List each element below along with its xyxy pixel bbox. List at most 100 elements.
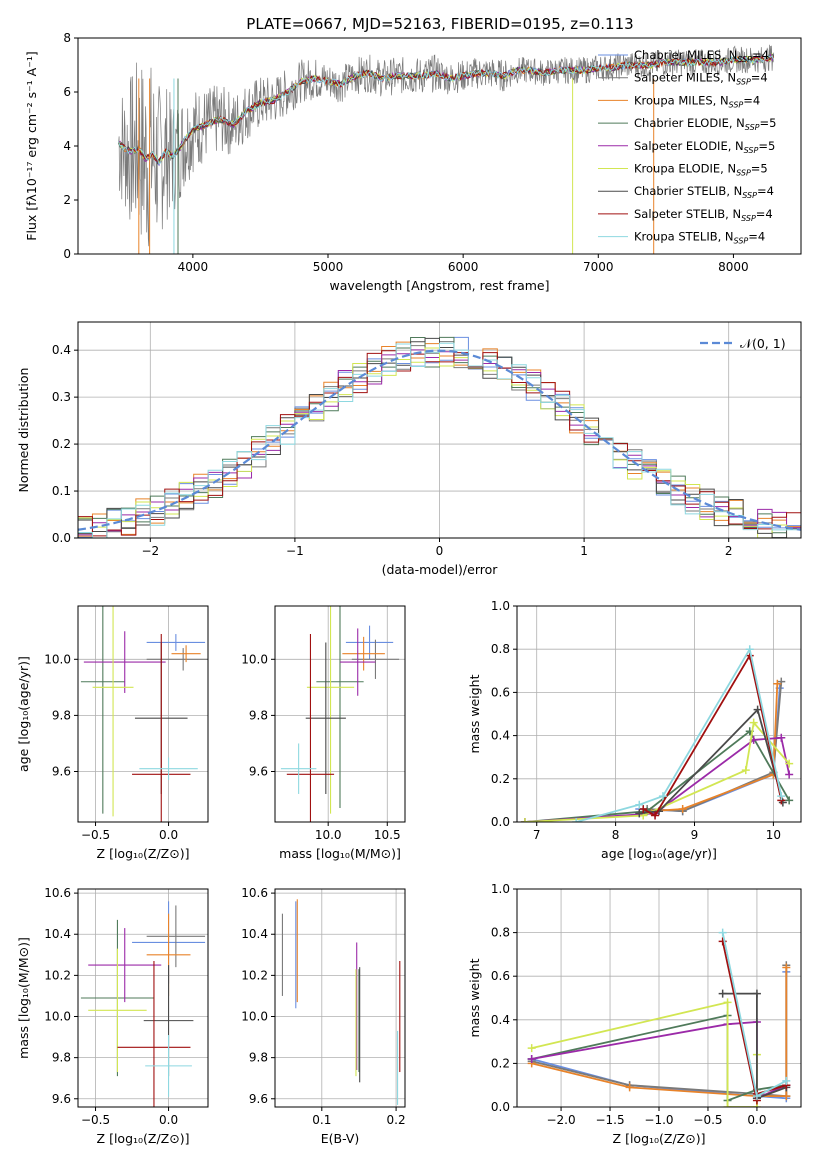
x-tick-label: 0.0	[159, 1113, 178, 1127]
axes-frame	[77, 888, 209, 1108]
errorbar-kroupa-elodie	[88, 948, 147, 1073]
x-tick-label: 0.0	[159, 828, 178, 842]
series-point	[745, 645, 754, 654]
series-point	[785, 796, 794, 805]
y-tick-label: 0.0	[491, 1100, 510, 1114]
series-point	[753, 705, 762, 714]
series-point	[741, 766, 750, 775]
panel-mass-weight-vs-Z: −2.0 −1.5 −1.0 −0.5 0.0 0.0 0.2 0.4 0.6 0.8 1.0 Z […	[467, 882, 802, 1146]
legend-entry-chabrier-miles: Chabrier MILES, NSSP=4	[634, 48, 769, 64]
errorbar-salpeter-elodie	[340, 628, 376, 696]
y-axis-label: Normed distribution	[16, 368, 31, 493]
figure-title: PLATE=0667, MJD=52163, FIBERID=0195, z=0…	[246, 15, 633, 33]
series-point	[572, 818, 581, 822]
y-tick-label: 10.0	[241, 1010, 268, 1024]
series-point	[777, 733, 786, 742]
y-tick-label: 2	[63, 193, 71, 207]
x-tick-label: −1.5	[595, 1113, 624, 1127]
x-axis-label: wavelength [Angstrom, rest frame]	[329, 278, 549, 293]
y-tick-label: 10.6	[241, 886, 268, 900]
x-tick-label: −0.5	[81, 828, 110, 842]
x-tick-label: −2	[141, 544, 159, 558]
legend-entry-salpeter-stelib: Salpeter STELIB, NSSP=4	[634, 207, 773, 223]
x-tick-label: 10.5	[374, 828, 401, 842]
errorbar-kroupa-stelib	[139, 757, 198, 780]
x-axis-label: Z [log₁₀(Z/Z⊙)]	[97, 1131, 190, 1146]
errorbar-salpeter-stelib	[286, 634, 335, 822]
y-tick-label: 4	[63, 139, 71, 153]
x-axis-label: E(B-V)	[321, 1131, 360, 1146]
errorbar-salpeter-stelib	[132, 634, 191, 822]
x-tick-label: −1	[286, 544, 304, 558]
series-point	[635, 809, 644, 818]
series-point	[773, 679, 782, 688]
errorbar-salpeter-elodie	[88, 928, 162, 1003]
errorbar-kroupa-stelib	[280, 743, 317, 794]
series-point	[782, 1092, 791, 1101]
errorbar-chabrier-stelib	[305, 642, 346, 794]
x-tick-label: −0.5	[81, 1113, 110, 1127]
axes-frame	[77, 605, 209, 823]
x-tick-label: 6000	[448, 260, 479, 274]
panel-age-vs-mass: 10.0 10.5 9.6 9.8 10.0 mass [log₁₀(M/M⊙)]	[241, 605, 406, 861]
panel-mass-vs-ebv: 0.1 0.2 9.6 9.8 10.0 10.2 10.4 10.6 E(B-V)	[241, 886, 405, 1146]
y-tick-label: 0.3	[52, 390, 71, 404]
errorbar-salpeter-miles	[351, 639, 400, 679]
y-tick-label: 0.4	[52, 343, 71, 357]
series-point	[651, 811, 660, 820]
y-tick-label: 0.2	[491, 772, 510, 786]
axes-frame	[516, 888, 802, 1108]
y-axis-label: mass [log₁₀(M/M⊙)]	[16, 937, 31, 1059]
y-tick-label: 0.2	[52, 437, 71, 451]
x-axis-label: mass [log₁₀(M/M⊙)]	[279, 846, 401, 861]
y-tick-label: 0.8	[491, 926, 510, 940]
legend-entry-salpeter-elodie: Salpeter ELODIE, NSSP=5	[634, 139, 775, 155]
y-tick-label: 9.8	[52, 708, 71, 722]
y-axis-label: age [log₁₀(age/yr)]	[16, 656, 31, 772]
y-tick-label: 0.6	[491, 685, 510, 699]
series-point	[749, 718, 758, 727]
legend-entry-kroupa-elodie: Kroupa ELODIE, NSSP=5	[634, 162, 768, 178]
y-tick-label: 0.2	[491, 1056, 510, 1070]
x-tick-label: 9	[691, 828, 699, 842]
x-tick-label: 10	[766, 828, 781, 842]
errorbar-kroupa-stelib	[145, 1035, 192, 1097]
series-point	[718, 928, 727, 937]
errorbar-chabrier-miles	[146, 634, 206, 651]
series-line	[721, 932, 787, 1098]
y-tick-label: 10.4	[241, 927, 268, 941]
errorbar-salpeter-elodie	[83, 631, 166, 693]
x-tick-label: 8	[612, 828, 620, 842]
panel-age-vs-Z: −0.5 0.0 9.6 9.8 10.0 Z [log₁₀(Z/Z⊙)] age [log…	[16, 605, 209, 861]
x-tick-label: 8000	[718, 260, 749, 274]
series-kroupa-elodie	[520, 718, 794, 822]
y-axis-label: mass weight	[467, 958, 482, 1037]
legend-entry-normal: 𝒩(0, 1)	[740, 336, 786, 351]
model-spectrum-kroupa-stelib	[118, 54, 775, 165]
y-tick-label: 10.2	[241, 968, 268, 982]
axes-frame	[77, 37, 802, 255]
y-tick-label: 10.6	[44, 886, 71, 900]
histogram-kroupa-stelib	[78, 342, 801, 538]
panel-residuals: −2 −1 0 1 2 0.0 0.1 0.2 0.3 0.4 (data-model)/error…	[16, 321, 802, 577]
y-tick-label: 9.6	[249, 1092, 268, 1106]
y-tick-label: 0.1	[52, 484, 71, 498]
x-tick-label: 2	[725, 544, 733, 558]
y-tick-label: 1.0	[491, 599, 510, 613]
series-point	[520, 818, 529, 822]
series-point	[639, 805, 648, 814]
series-point	[527, 1055, 536, 1064]
panel-mass-vs-Z: −0.5 0.0 9.6 9.8 10.0 10.2 10.4 10.6 Z [log₁₀(Z/…	[16, 886, 209, 1146]
y-tick-label: 0.4	[491, 729, 510, 743]
y-tick-label: 10.0	[44, 1010, 71, 1024]
series-salpeter-stelib	[639, 651, 786, 820]
series-line	[651, 683, 779, 813]
panel-spectrum: 4000 5000 6000 7000 8000 0 2 4 6 8 wavelength [Ang…	[24, 31, 802, 293]
series-line	[722, 992, 787, 1100]
x-tick-label: 0.1	[312, 1113, 331, 1127]
x-tick-label: −1.0	[644, 1113, 673, 1127]
errorbar-salpeter-miles	[146, 648, 208, 671]
histogram-kroupa-elodie	[78, 347, 801, 538]
y-tick-label: 1.0	[491, 882, 510, 896]
